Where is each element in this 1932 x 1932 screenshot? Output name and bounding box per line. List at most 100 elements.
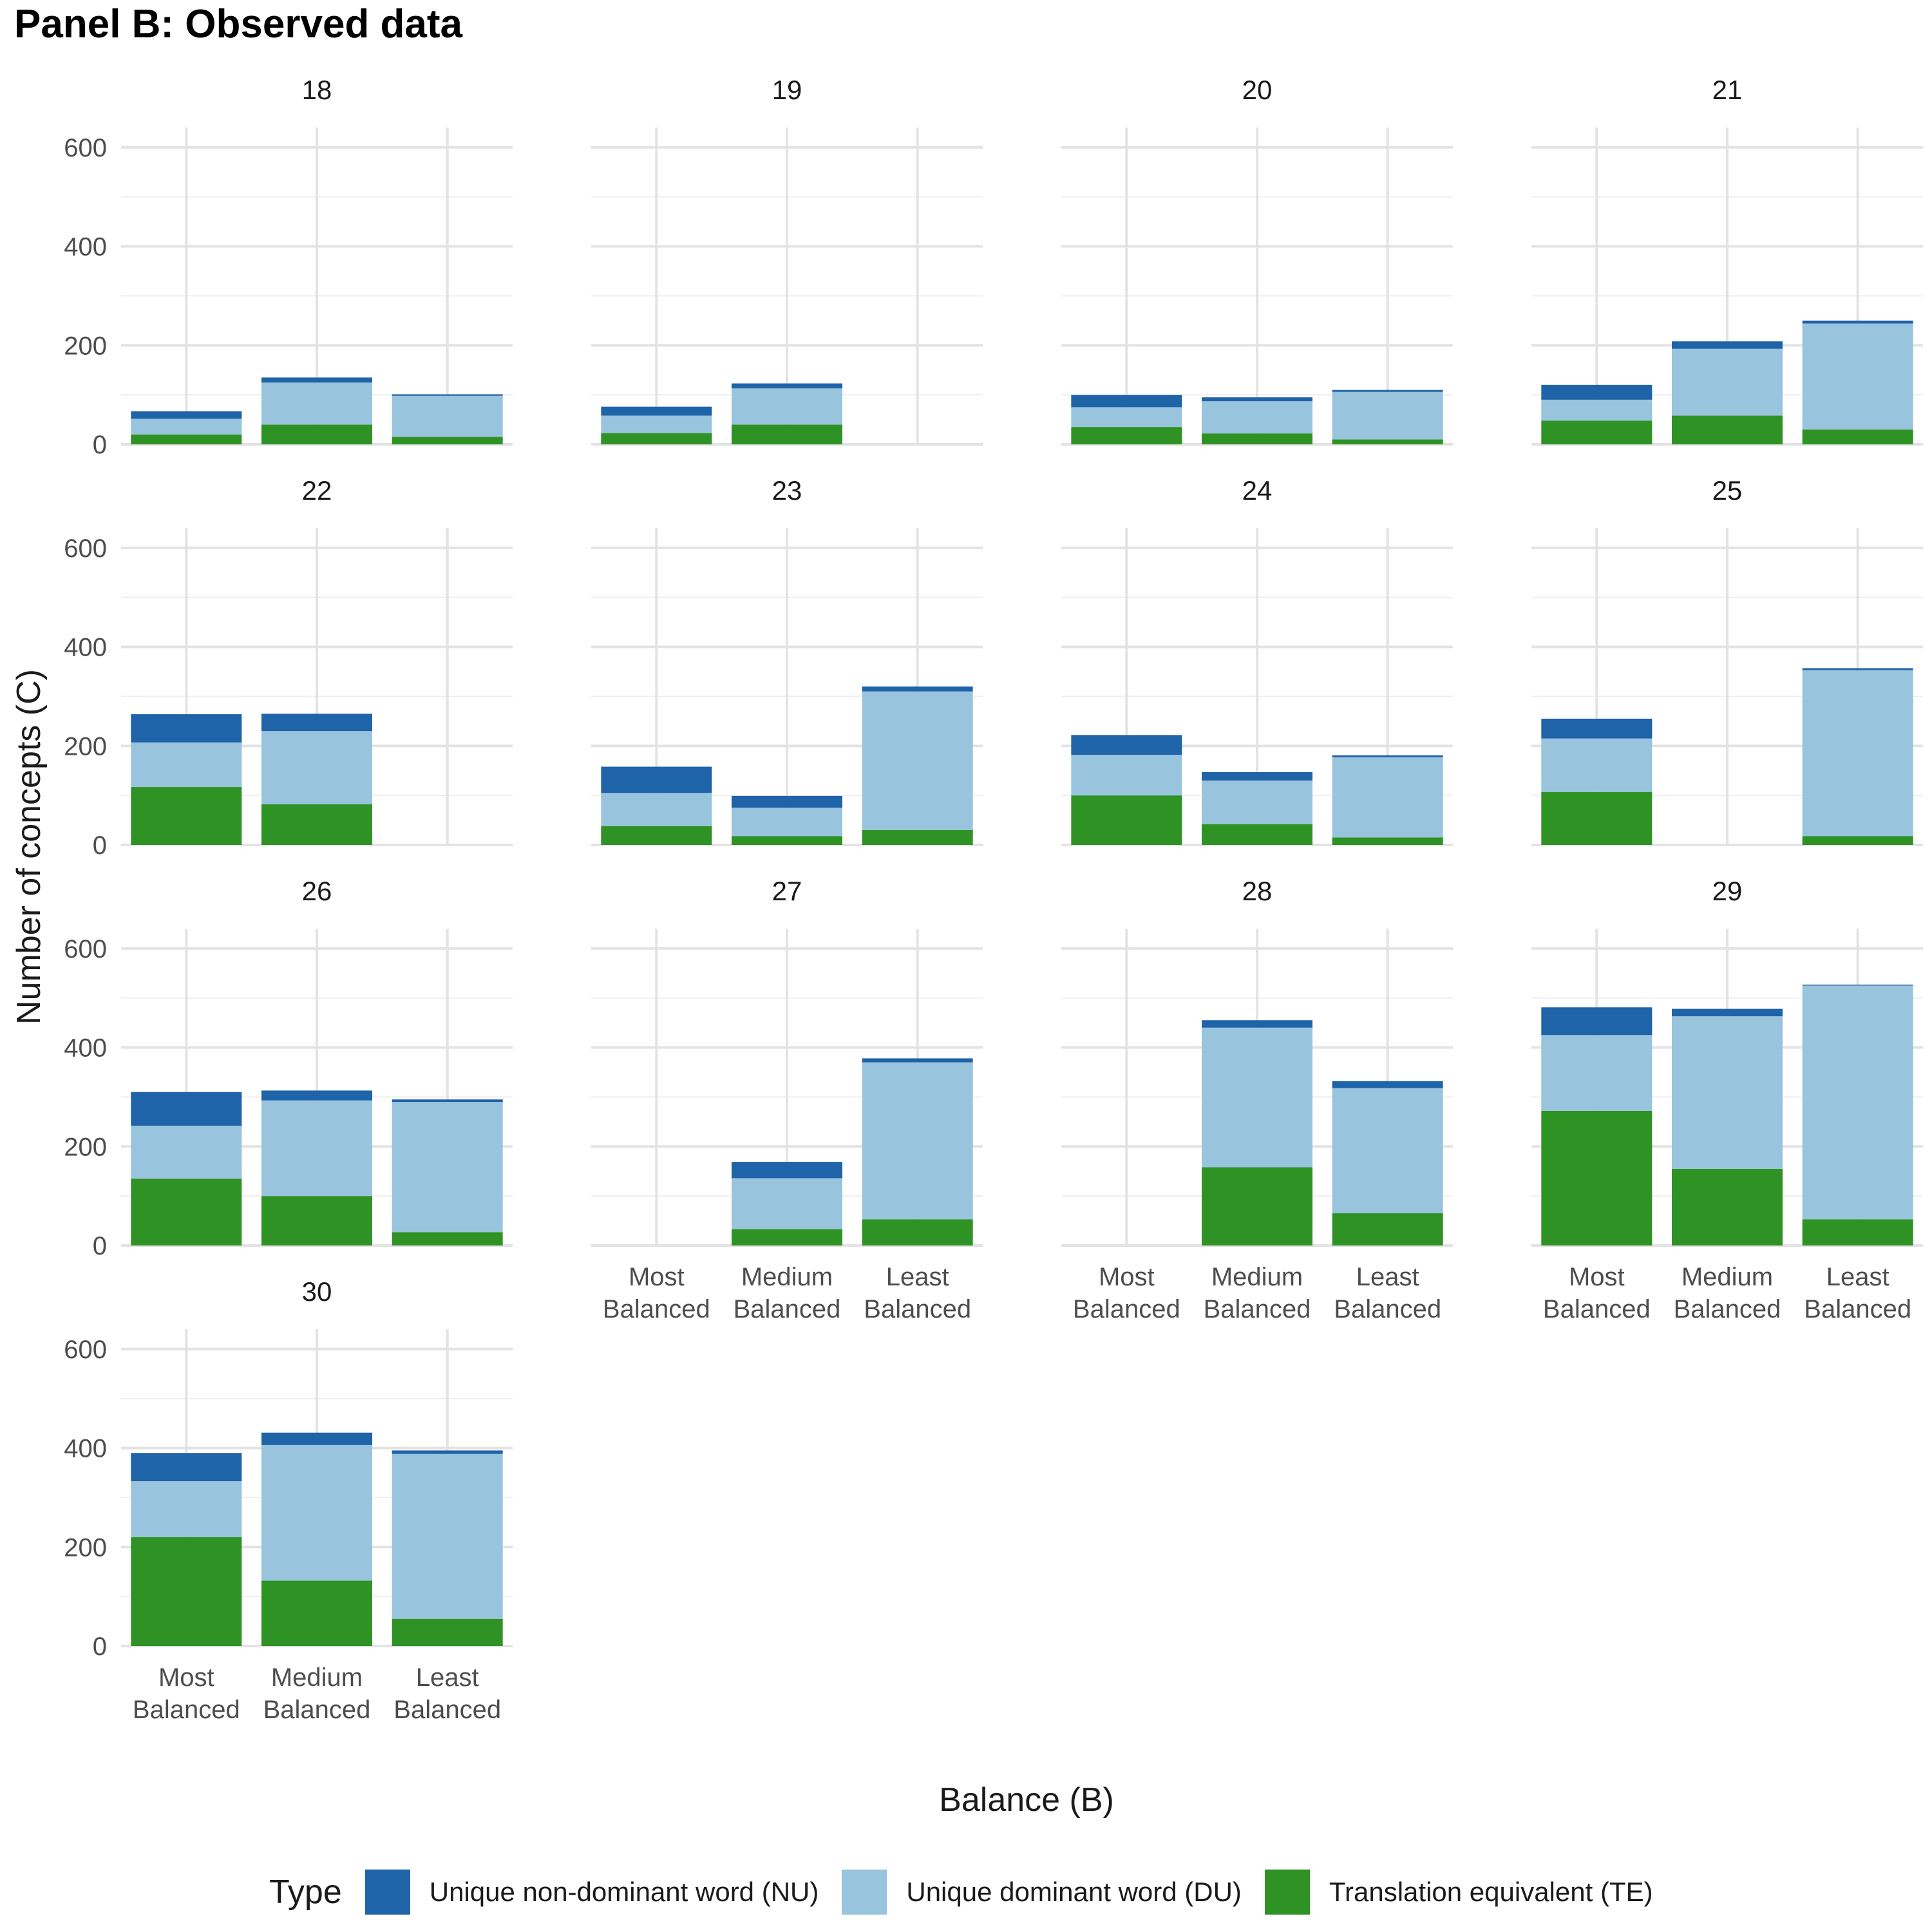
facet-panel-18: 18 0 200 400 600	[64, 75, 513, 459]
bar-19-1-nu	[732, 383, 842, 389]
bar-25-0-te	[1541, 791, 1653, 845]
facet-panel-21: 21	[1531, 75, 1923, 446]
bar-27-1-te	[732, 1229, 842, 1245]
bar-28-1-te	[1202, 1167, 1312, 1245]
bar-24-2-te	[1332, 837, 1443, 845]
x-tick-label: Medium Balanced	[1204, 1263, 1311, 1323]
bar-20-2-du	[1332, 392, 1443, 440]
y-tick-label: 0	[93, 431, 107, 459]
bar-27-2-te	[862, 1219, 973, 1245]
x-tick-label: Least Balanced	[1334, 1263, 1441, 1323]
bar-21-1-du	[1672, 348, 1783, 416]
bar-18-1-du	[261, 382, 372, 425]
chart-title: Panel B: Observed data	[14, 2, 463, 46]
bar-26-2-nu	[392, 1099, 503, 1103]
y-tick-label: 0	[93, 1633, 107, 1661]
legend-swatch-du	[842, 1870, 887, 1915]
facet-panel-26: 26 0 200 400 600	[64, 876, 513, 1260]
bar-19-1-te	[732, 424, 842, 444]
facet-label: 29	[1712, 876, 1743, 906]
y-tick-label: 200	[64, 1533, 107, 1562]
y-tick-label: 0	[93, 831, 107, 860]
bar-22-0-te	[131, 787, 242, 845]
bar-19-1-du	[732, 388, 842, 425]
bar-29-1-nu	[1672, 1009, 1783, 1017]
bar-28-1-nu	[1202, 1020, 1312, 1028]
bar-22-0-nu	[131, 714, 242, 743]
bar-28-2-nu	[1332, 1081, 1443, 1088]
facet-label: 24	[1242, 475, 1273, 506]
bar-18-2-du	[392, 395, 503, 437]
bar-29-2-nu	[1802, 984, 1913, 986]
x-tick-label: Least Balanced	[864, 1263, 971, 1323]
facet-panel-22: 22 0 200 400 600	[64, 475, 513, 860]
bar-23-0-nu	[601, 766, 712, 793]
bar-30-2-te	[392, 1618, 503, 1646]
legend-label-te: Translation equivalent (TE)	[1329, 1877, 1653, 1907]
bar-25-2-nu	[1802, 668, 1913, 670]
bar-30-1-te	[261, 1580, 372, 1646]
facet-panel-29: 29 Most Balanced Medium Balanced Least Balance…	[1531, 876, 1923, 1323]
bar-24-1-nu	[1202, 772, 1312, 781]
x-tick-label: Least Balanced	[1804, 1263, 1911, 1323]
bar-20-2-nu	[1332, 390, 1443, 392]
facet-panel-30: 30 0 200 400 600 Most Balanced Medium Balanced Le…	[64, 1276, 513, 1724]
bar-28-2-du	[1332, 1088, 1443, 1214]
legend-title: Type	[269, 1873, 342, 1911]
bar-23-2-du	[862, 691, 973, 830]
legend-label-du: Unique dominant word (DU)	[906, 1877, 1242, 1907]
facet-panel-24: 24	[1061, 475, 1453, 846]
facet-panel-27: 27 Most Balanced Medium Balanced Least Balance…	[591, 876, 983, 1323]
bar-22-0-du	[131, 742, 242, 788]
bar-24-0-te	[1071, 795, 1182, 845]
bar-25-2-te	[1802, 836, 1913, 845]
bar-29-1-du	[1672, 1016, 1783, 1169]
bar-30-1-nu	[261, 1432, 372, 1445]
bar-20-1-nu	[1202, 397, 1312, 402]
bar-29-0-te	[1541, 1110, 1653, 1245]
bar-29-0-du	[1541, 1035, 1653, 1111]
bar-27-2-du	[862, 1062, 973, 1220]
facet-label: 20	[1242, 75, 1273, 105]
legend-item-du: Unique dominant word (DU)	[842, 1870, 1242, 1915]
bar-25-2-du	[1802, 670, 1913, 837]
bar-18-0-te	[131, 434, 242, 444]
bar-20-0-nu	[1071, 395, 1182, 408]
bar-18-1-nu	[261, 377, 372, 383]
y-tick-label: 0	[93, 1232, 107, 1260]
bar-24-1-te	[1202, 824, 1312, 845]
bar-21-1-te	[1672, 415, 1783, 444]
bar-18-0-nu	[131, 411, 242, 419]
bar-24-0-du	[1071, 755, 1182, 796]
x-tick-label: Most Balanced	[1543, 1263, 1651, 1323]
bar-26-0-nu	[131, 1092, 242, 1126]
facet-label: 18	[302, 75, 332, 105]
y-tick-label: 400	[64, 233, 107, 261]
bar-27-1-nu	[732, 1162, 842, 1179]
facet-panel-28: 28 Most Balanced Medium Balanced Least Balance…	[1061, 876, 1453, 1323]
legend: Type Unique non-dominant word (NU) Uniqu…	[269, 1866, 1676, 1918]
bar-22-1-nu	[261, 714, 372, 732]
bar-29-0-nu	[1541, 1007, 1653, 1036]
bar-21-2-du	[1802, 323, 1913, 430]
bar-19-0-te	[601, 433, 712, 444]
x-tick-label: Most Balanced	[1073, 1263, 1180, 1323]
bar-18-0-du	[131, 419, 242, 435]
bar-18-1-te	[261, 424, 372, 444]
bar-29-1-te	[1672, 1168, 1783, 1245]
bar-20-1-du	[1202, 401, 1312, 434]
bar-24-2-nu	[1332, 755, 1443, 757]
y-tick-label: 600	[64, 935, 107, 963]
facet-label: 21	[1712, 75, 1743, 105]
y-tick-label: 600	[64, 134, 107, 162]
bar-23-2-nu	[862, 687, 973, 692]
legend-label-nu: Unique non-dominant word (NU)	[429, 1877, 819, 1907]
bar-26-0-du	[131, 1125, 242, 1179]
facet-panel-25: 25	[1531, 475, 1923, 846]
x-tick-label: Most Balanced	[603, 1263, 710, 1323]
bar-24-1-du	[1202, 781, 1312, 824]
bar-18-2-te	[392, 437, 503, 444]
facet-label: 26	[302, 876, 332, 906]
facet-panel-23: 23	[591, 475, 983, 846]
